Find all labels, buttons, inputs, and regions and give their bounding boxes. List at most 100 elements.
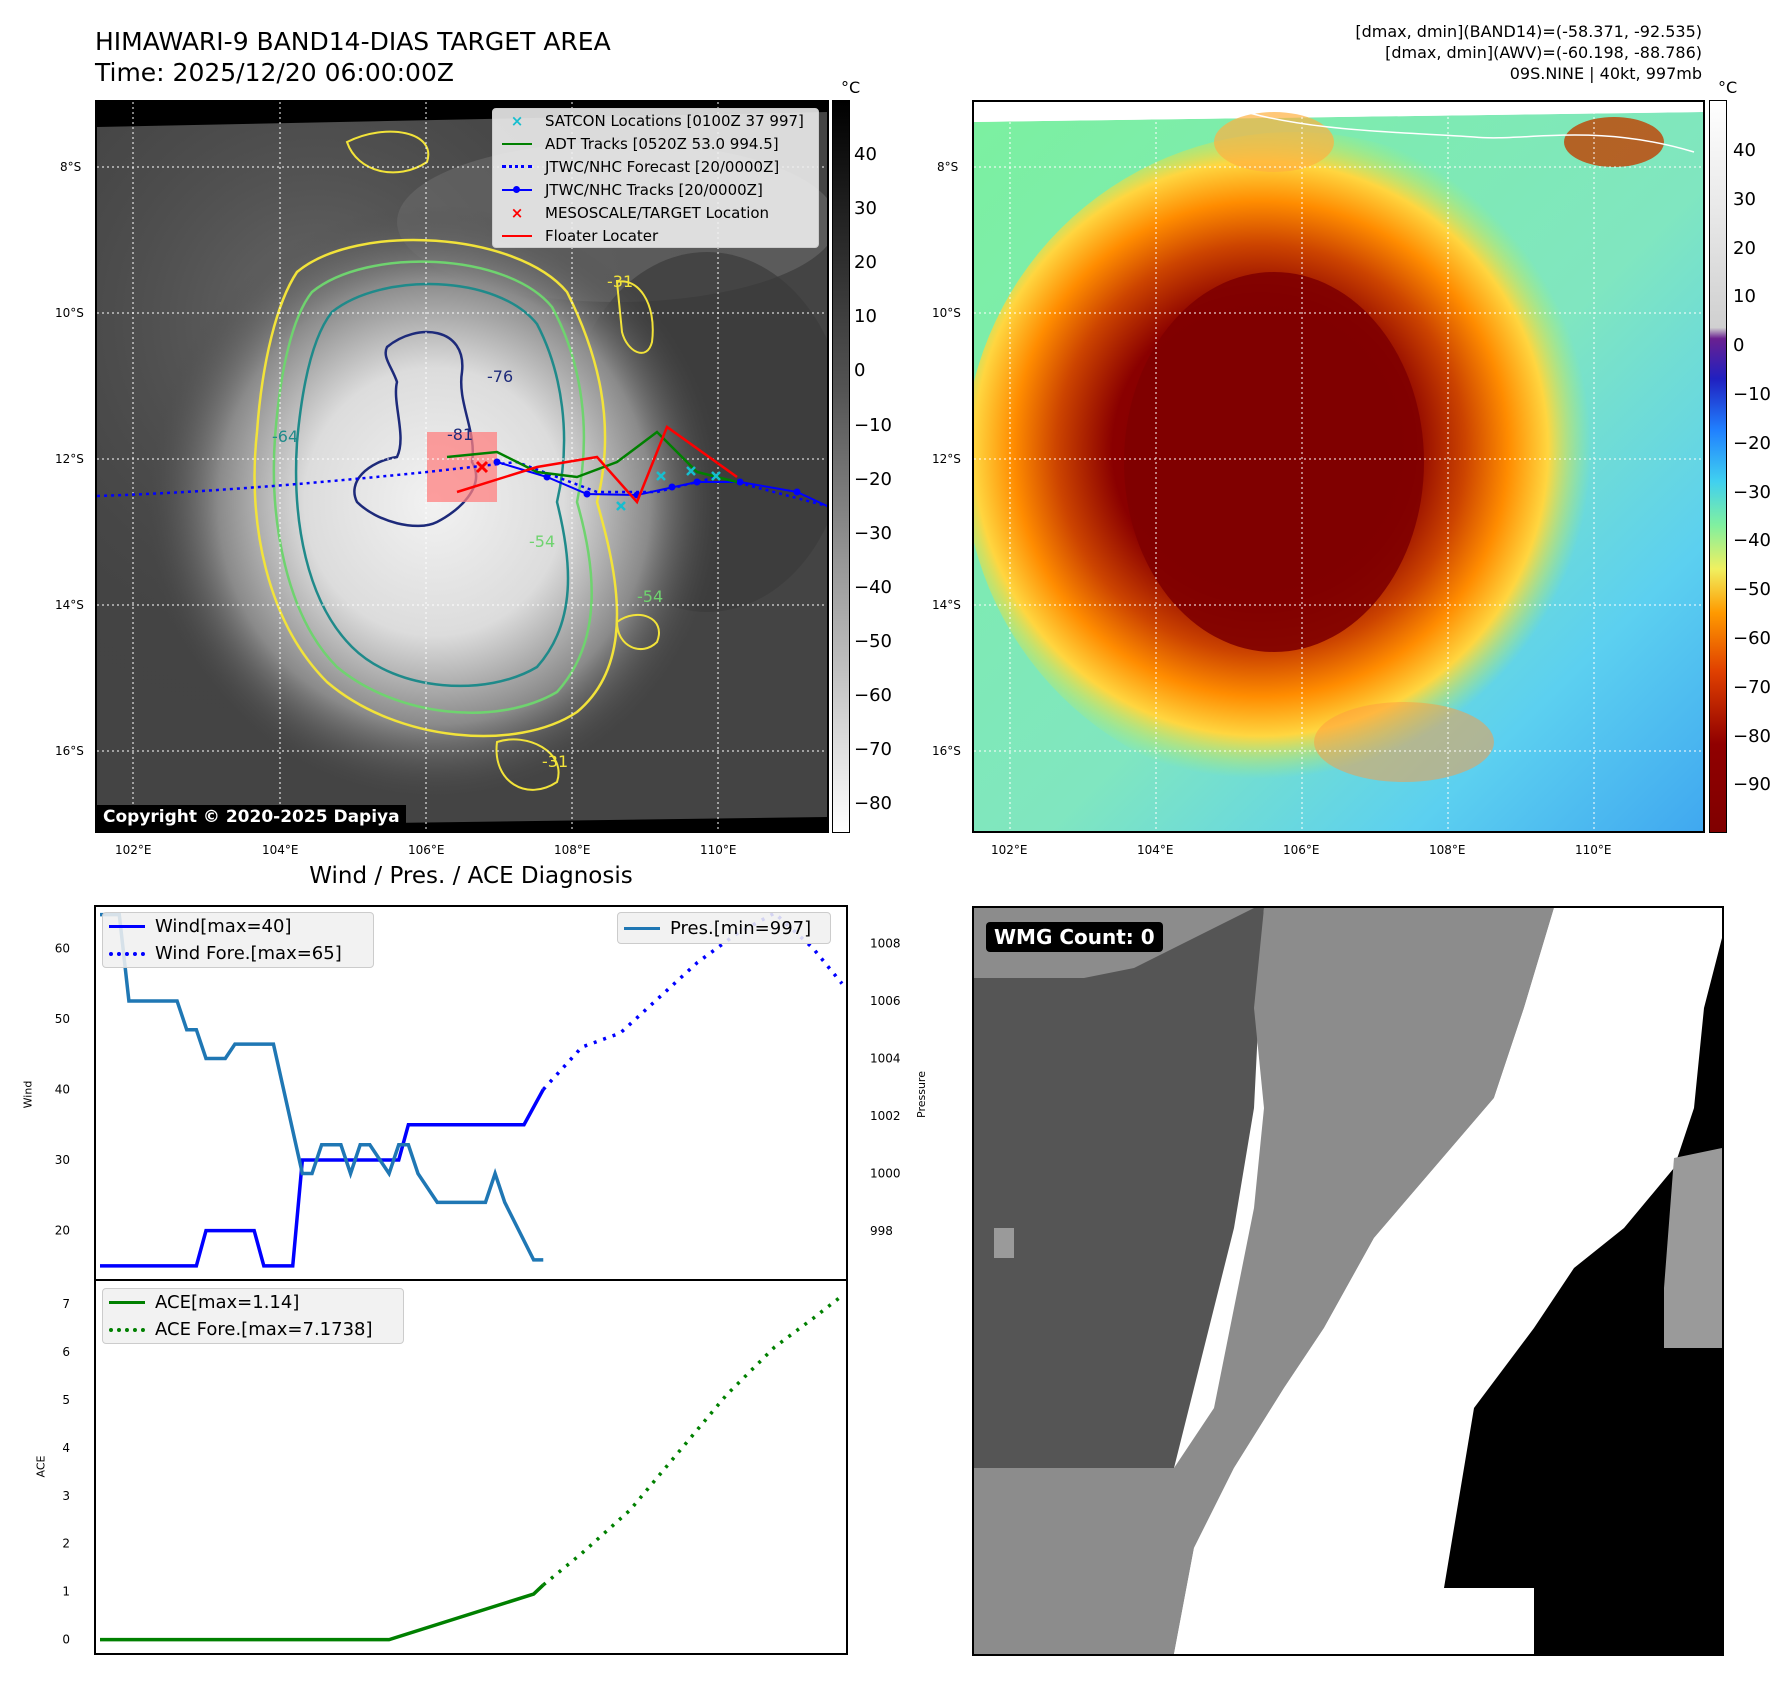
colorbar-left-tick: 30	[854, 198, 877, 220]
colorbar-right-tick: 10	[1733, 286, 1756, 308]
jtwc-track	[496, 461, 827, 507]
colorbar-left	[832, 100, 850, 833]
lon-tick: 104°E	[1137, 843, 1174, 857]
lon-tick: 102°E	[115, 843, 152, 857]
contour-label: -64	[272, 427, 298, 446]
lat-tick: 12°S	[932, 452, 961, 466]
lon-tick: 110°E	[1575, 843, 1612, 857]
colorbar-left-tick: −60	[854, 685, 892, 706]
ace-forecast-line	[542, 1294, 844, 1587]
lat-tick: 12°S	[55, 452, 84, 466]
colorbar-right-tick: −10	[1733, 384, 1771, 405]
pressure-tick: 998	[870, 1224, 893, 1238]
pressure-tick: 1000	[870, 1167, 901, 1181]
contour-label: -81	[447, 425, 473, 444]
contour-teal	[294, 282, 570, 688]
contour-yellow	[253, 238, 619, 738]
ace-tick: 6	[62, 1345, 70, 1359]
wind-tick: 30	[55, 1153, 70, 1167]
wmg-svg	[974, 908, 1722, 1654]
colorbar-right-tick: −20	[1733, 432, 1771, 454]
contour-label: -31	[607, 272, 633, 291]
colorbar-right-tick: 30	[1733, 188, 1756, 210]
enhanced-ir-panel	[972, 100, 1705, 833]
ace-line	[100, 1583, 545, 1642]
colorbar-right-tick: −30	[1733, 481, 1771, 503]
pressure-legend: Pres.[min=997]	[617, 912, 831, 944]
colorbar-right-tick: −50	[1733, 579, 1771, 601]
wind-tick: 60	[55, 941, 70, 955]
colorbar-right-tick: 0	[1733, 335, 1745, 357]
legend-item-ace-forecast: ACE Fore.[max=7.1738]	[103, 1316, 403, 1343]
legend-item-floater: Floater Locater	[493, 224, 818, 247]
enhanced-ir-svg	[974, 102, 1703, 831]
pressure-line	[100, 912, 544, 1262]
colorbar-left-tick: −10	[854, 414, 892, 436]
floater-locater	[456, 425, 738, 505]
lon-tick: 106°E	[1283, 843, 1320, 857]
contour-label: -54	[529, 532, 555, 551]
ace-frame	[94, 1279, 848, 1655]
lon-tick: 108°E	[554, 843, 591, 857]
chart-time: Time: 2025/12/20 06:00:00Z	[95, 58, 454, 87]
wind-line	[100, 1088, 545, 1268]
diagnosis-title: Wind / Pres. / ACE Diagnosis	[309, 863, 633, 889]
chart-title: HIMAWARI-9 BAND14-DIAS TARGET AREA	[95, 27, 611, 56]
contour-label: -76	[487, 367, 513, 386]
colorbar-right-tick: 40	[1733, 140, 1756, 161]
lon-tick: 102°E	[991, 843, 1028, 857]
lat-tick: 16°S	[55, 744, 84, 758]
wind-tick: 20	[55, 1224, 70, 1238]
ace-tick: 7	[62, 1297, 70, 1311]
colorbar-left-tick: −50	[854, 630, 892, 652]
wmg-panel: WMG Count: 0	[972, 906, 1724, 1656]
lat-tick: 8°S	[937, 160, 959, 174]
legend-item-satcon: × SATCON Locations [0100Z 37 997]	[493, 109, 818, 132]
lat-tick: 14°S	[932, 598, 961, 612]
legend-item-jtwc-forecast: JTWC/NHC Forecast [20/0000Z]	[493, 155, 818, 178]
colorbar-left-tick: −30	[854, 522, 892, 544]
lat-tick: 10°S	[55, 306, 84, 320]
colorbar-left-tick: −40	[854, 576, 892, 598]
colorbar-right-tick: 20	[1733, 237, 1756, 259]
legend-item-adt: ADT Tracks [0520Z 53.0 994.5]	[493, 132, 818, 155]
colorbar-right-tick: −90	[1733, 774, 1771, 796]
lon-tick: 104°E	[262, 843, 299, 857]
ace-tick: 1	[62, 1585, 70, 1599]
lat-tick: 16°S	[932, 744, 961, 758]
info-band14: [dmax, dmin](BAND14)=(-58.371, -92.535)	[1355, 22, 1702, 41]
copyright-label: Copyright © 2020-2025 Dapiya	[97, 805, 406, 829]
map-legend: × SATCON Locations [0100Z 37 997] ADT Tra…	[492, 108, 819, 248]
satcon-markers	[616, 466, 721, 511]
lat-tick: 8°S	[60, 160, 82, 174]
colorbar-right-tick: −60	[1733, 628, 1771, 649]
adt-track	[446, 430, 738, 484]
colorbar-right-tick: −70	[1733, 676, 1771, 698]
lat-tick: 14°S	[55, 598, 84, 612]
colorbar-right-tick: −40	[1733, 530, 1771, 552]
colorbar-unit: °C	[841, 78, 861, 97]
legend-item-wind: Wind[max=40]	[103, 913, 373, 940]
colorbar-left-tick: −70	[854, 739, 892, 761]
wind-legend: Wind[max=40] Wind Fore.[max=65]	[102, 912, 374, 968]
colorbar-left-tick: −20	[854, 468, 892, 490]
wind-tick: 50	[55, 1012, 70, 1026]
lon-tick: 108°E	[1429, 843, 1466, 857]
colorbar-left-tick: 10	[854, 306, 877, 328]
lat-tick: 10°S	[932, 306, 961, 320]
info-awv: [dmax, dmin](AWV)=(-60.198, -88.786)	[1385, 43, 1702, 62]
x-marker-icon: ×	[510, 203, 524, 222]
colorbar-right	[1709, 100, 1727, 833]
x-marker-icon: ×	[510, 111, 524, 130]
colorbar-left-tick: −80	[854, 793, 892, 815]
ace-tick: 5	[62, 1393, 70, 1407]
pressure-tick: 1002	[870, 1109, 901, 1123]
colorbar-right-tick: −80	[1733, 725, 1771, 747]
pressure-tick: 1004	[870, 1051, 901, 1065]
pressure-tick: 1008	[870, 936, 901, 950]
pressure-tick: 1006	[870, 994, 901, 1008]
colorbar-unit: °C	[1718, 78, 1738, 97]
ace-tick: 3	[62, 1489, 70, 1503]
contour-label: -54	[637, 587, 663, 606]
